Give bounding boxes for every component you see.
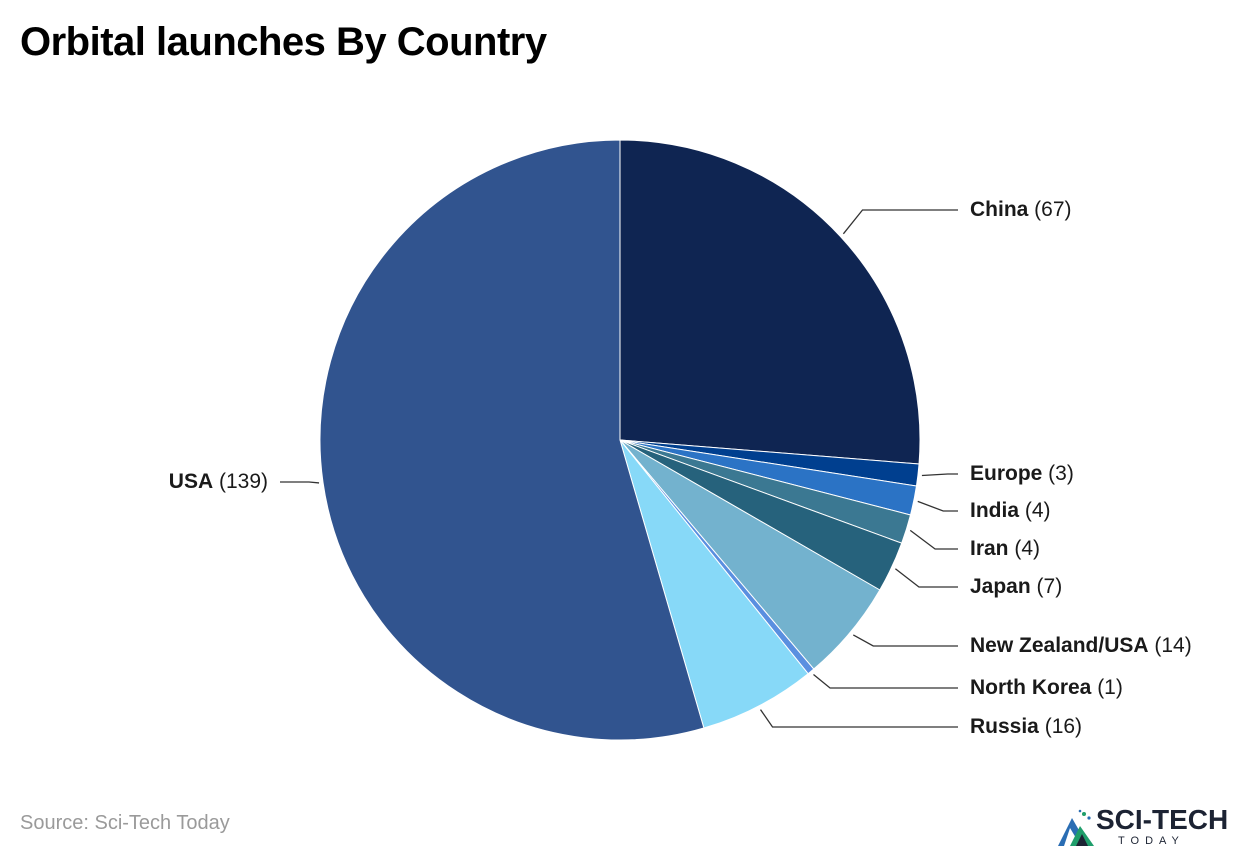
leader-iran [909,529,958,550]
slice-usa [319,139,705,741]
leader-usa [280,481,320,484]
label-europe: Europe (3) [970,462,1074,485]
label-japan: Japan (7) [970,575,1062,598]
source-note: Source: Sci-Tech Today [20,812,230,834]
slice-labels: China (67) Europe (3) India (4) Iran (4) Jap… [169,198,1192,738]
leader-europe [921,473,958,477]
leader-china [842,209,958,235]
label-usa: USA (139) [169,470,268,493]
leader-north-korea [813,673,958,689]
slice-china [619,139,921,465]
leader-russia [759,709,958,728]
label-iran: Iran (4) [970,537,1040,560]
label-china: China (67) [970,198,1072,221]
logo-wordmark: SCI-TECH [1096,804,1229,835]
mountain-logo-icon [1058,809,1094,846]
logo-subtitle: TODAY [1118,835,1185,847]
leader-new-zealand-usa [852,634,958,647]
label-india: India (4) [970,499,1051,522]
label-new-zealand-usa: New Zealand/USA (14) [970,634,1192,657]
leader-india [917,500,958,512]
leader-japan [894,568,958,588]
label-north-korea: North Korea (1) [970,676,1123,699]
label-russia: Russia (16) [970,715,1082,738]
slice-russia [619,439,809,729]
chart-title: Orbital launches By Country [20,20,547,64]
pie-slices [319,139,921,741]
brand-logo: SCI-TECH TODAY [1056,804,1232,850]
leader-lines [280,209,958,728]
